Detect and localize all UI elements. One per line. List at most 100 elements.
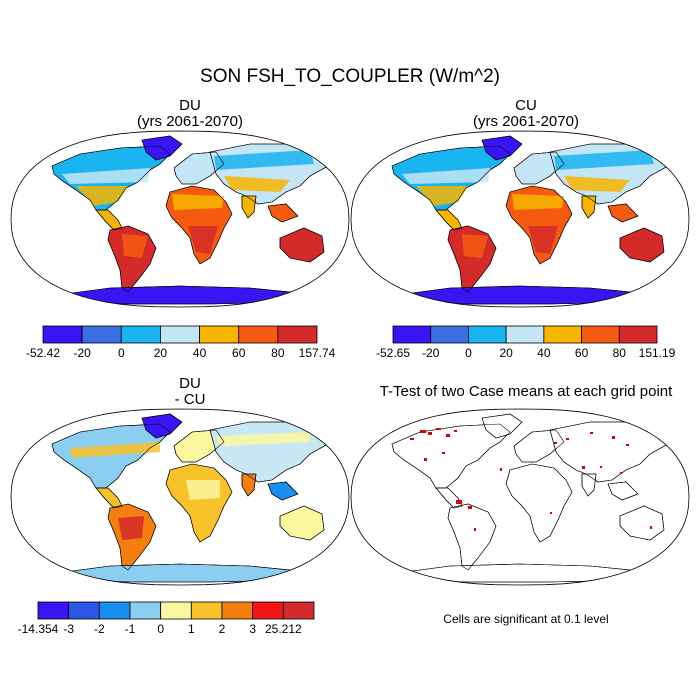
map-border xyxy=(350,130,690,308)
colorbar-box xyxy=(160,325,200,344)
coastline-greenland xyxy=(481,413,523,439)
field-band xyxy=(564,176,630,192)
colorbar-box xyxy=(282,601,315,620)
panel-du-title-line2: (yrs 2061-2070) xyxy=(137,113,243,130)
map-panel-ttest xyxy=(350,408,690,586)
coastline-africa xyxy=(505,185,573,265)
significant-cell xyxy=(566,438,569,440)
coastline-samerica xyxy=(447,225,497,293)
colorbar-tick-label: 80 xyxy=(613,346,627,360)
colorbar-tick-label: 40 xyxy=(537,346,551,360)
colorbar-tick-label: -52.42 xyxy=(26,346,60,360)
significant-cell xyxy=(442,452,445,454)
significance-note: Cells are significant at 0.1 level xyxy=(443,612,609,626)
coastline-namerica xyxy=(51,423,171,489)
colorbar-tick-label: -2 xyxy=(94,622,105,636)
coastline-australia xyxy=(619,505,665,541)
coastline-camerica xyxy=(95,487,123,509)
colorbar-box xyxy=(468,325,507,344)
coastline-greenland xyxy=(141,135,183,161)
significant-cell xyxy=(626,444,629,446)
coastline-europe xyxy=(513,151,565,185)
field-band xyxy=(70,442,160,458)
colorbar-tick-label: 60 xyxy=(575,346,589,360)
field-band xyxy=(188,226,218,254)
panel-diff-title: DU - CU xyxy=(75,376,305,408)
colorbar-box xyxy=(199,325,240,344)
colorbar-tick-label: 151.19 xyxy=(639,346,676,360)
colorbar-box xyxy=(129,601,162,620)
panel-diff-title-line1: DU xyxy=(179,375,201,392)
coastline-seasia xyxy=(267,481,299,501)
coastline-india xyxy=(241,195,257,219)
significant-cell xyxy=(554,442,557,444)
colorbar-box xyxy=(430,325,469,344)
coastline-greenland xyxy=(481,135,523,161)
significant-cell xyxy=(456,500,462,504)
colorbar-du: -52.42 -20 0 20 40 60 80 157.74 xyxy=(26,325,336,360)
field-band xyxy=(214,150,314,170)
field-band xyxy=(554,150,654,170)
figure-title: SON FSH_TO_COUPLER (W/m^2) xyxy=(200,66,500,87)
significant-cell xyxy=(550,512,552,514)
significant-cell xyxy=(474,528,476,531)
field-band xyxy=(186,480,220,500)
coastline-namerica xyxy=(391,423,511,489)
colorbar-box xyxy=(37,601,70,620)
coastline-africa xyxy=(505,463,573,543)
colorbar-box xyxy=(581,325,620,344)
field-band xyxy=(512,194,564,210)
colorbar-box xyxy=(221,601,254,620)
colorbar-tick-label: -1 xyxy=(125,622,136,636)
field-band xyxy=(118,516,144,540)
coastline-namerica xyxy=(51,145,171,211)
colorbar-tick-label: -3 xyxy=(63,622,74,636)
map-panel-cu xyxy=(350,130,690,308)
coastline-samerica xyxy=(107,225,157,293)
coastline-africa xyxy=(165,463,233,543)
colorbar-diff: -14.354 -3 -2 -1 0 1 2 3 25.212 xyxy=(18,601,315,636)
significant-cell xyxy=(468,506,472,509)
coastline-australia xyxy=(279,505,325,541)
field-band xyxy=(216,432,310,446)
colorbar-tick-label: 0 xyxy=(118,346,125,360)
coastline-camerica xyxy=(435,487,463,509)
colorbar-box xyxy=(618,325,658,344)
coastline-africa xyxy=(165,185,233,265)
significant-cell xyxy=(612,436,615,439)
significant-cell xyxy=(424,458,427,461)
map-border xyxy=(10,130,350,308)
map-panel-diff xyxy=(10,408,350,586)
colorbar-box xyxy=(68,601,100,620)
coastline-seasia xyxy=(607,481,639,501)
significant-cell xyxy=(446,434,450,437)
significant-cell xyxy=(428,432,432,435)
map-panel-du xyxy=(10,130,350,308)
panel-diff-title-line2: - CU xyxy=(174,391,206,408)
significant-cell xyxy=(620,472,622,474)
colorbar-box xyxy=(277,325,318,344)
colorbar-tick-label: -20 xyxy=(73,346,91,360)
colorbar-box xyxy=(98,601,131,620)
field-band xyxy=(224,176,290,192)
map-border xyxy=(350,408,690,586)
colorbar-tick-label: 20 xyxy=(499,346,513,360)
colorbar-tick-label: 3 xyxy=(249,622,256,636)
coastline-namerica xyxy=(391,145,511,211)
colorbar-box xyxy=(392,325,432,344)
significant-cell xyxy=(582,466,585,469)
panel-du-title-line1: DU xyxy=(179,97,201,114)
colorbar-tick-label: 80 xyxy=(271,346,285,360)
significant-cell xyxy=(436,428,441,430)
colorbar-tick-label: 157.74 xyxy=(299,346,336,360)
significant-cell xyxy=(500,468,502,471)
field-band xyxy=(402,168,490,184)
significant-cell xyxy=(420,430,426,433)
coastline-australia xyxy=(279,227,325,263)
coastline-australia xyxy=(619,227,665,263)
significant-cell xyxy=(454,430,457,432)
coastline-samerica xyxy=(447,503,497,571)
significant-cell xyxy=(650,526,652,529)
colorbar-cu: -52.65 -20 0 20 40 60 80 151.19 xyxy=(376,325,676,360)
coastline-india xyxy=(581,473,597,497)
